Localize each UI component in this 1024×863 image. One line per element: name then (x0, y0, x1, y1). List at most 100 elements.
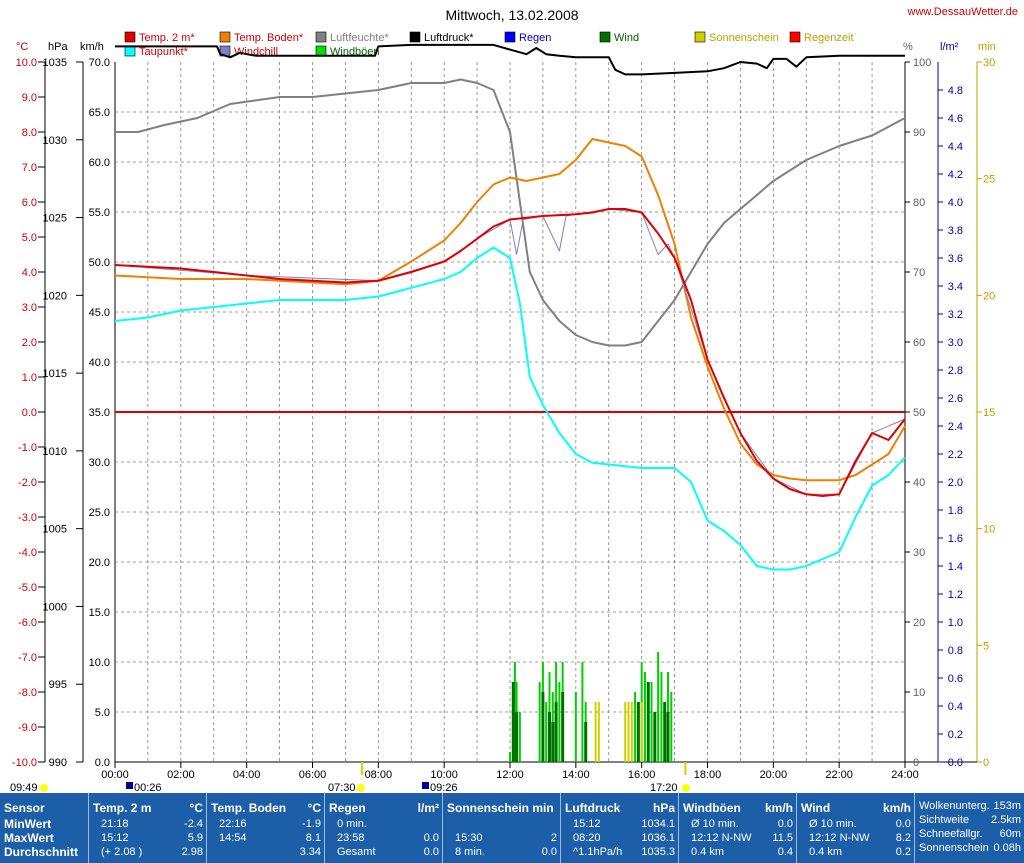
legend-label: Temp. 2 m* (139, 32, 195, 44)
rain-tick-label: 1.2 (948, 589, 963, 601)
stats-col-tempboden: Temp. Boden °C 22:16 -1.9 14:54 8.1 3.34 (206, 793, 324, 863)
stats-value: 1036.1 (641, 832, 675, 844)
wind-tick-label: 5.0 (95, 707, 110, 719)
stats-head: Wind km/h (801, 801, 911, 815)
stats-cell: Wolkenunterg. (919, 800, 990, 812)
sun-tick-label: 0 (983, 757, 989, 769)
temp-tick-label: -8.0 (18, 687, 37, 699)
stats-row: 08:20 1036.1 (565, 831, 675, 845)
moon-label: 00:26 (134, 782, 162, 793)
x-tick-label: 02:00 (167, 769, 195, 781)
stats-row: Gesamt 0.0 (329, 845, 439, 859)
weather-chart: Mittwoch, 13.02.2008 www.DessauWetter.de… (10, 6, 1018, 793)
stats-cell: 0 min. (337, 818, 367, 830)
rain-tick-label: 4.4 (948, 141, 963, 153)
stats-head: Luftdruck hPa (565, 801, 675, 815)
x-tick-label: 20:00 (760, 769, 788, 781)
stats-cell: Gesamt (337, 846, 376, 858)
stats-value: 2.98 (181, 846, 203, 858)
wind-tick-label: 15.0 (89, 607, 110, 619)
temp-tick-label: -4.0 (18, 547, 37, 559)
stats-cell: Schneefallgr. (919, 828, 983, 840)
rain-tick-label: 2.4 (948, 421, 963, 433)
stats-cell: 22:16 (219, 818, 247, 830)
hum-tick-label: 40 (913, 477, 925, 489)
stats-cell (211, 846, 219, 858)
temp-tick-label: -5.0 (18, 582, 37, 594)
stats-cell: 15:30 (455, 832, 483, 844)
stats-head: Windböen km/h (683, 801, 793, 815)
sun-tick-label: 20 (983, 290, 995, 302)
wind-tick-label: 20.0 (89, 557, 110, 569)
x-tick-label: 14:00 (562, 769, 590, 781)
stats-panel: Sensor MinWert MaxWert Durchschnitt Temp… (0, 793, 1024, 863)
stats-row: 0 min. (329, 817, 439, 831)
series-line (114, 208, 906, 497)
wind-tick-label: 45.0 (89, 307, 110, 319)
press-tick-label: 990 (49, 757, 67, 769)
stats-row: 12:12 N-NW 11.5 (683, 831, 793, 845)
hum-tick-label: 80 (913, 197, 925, 209)
press-tick-label: 995 (49, 679, 67, 691)
temp-tick-label: 2.0 (22, 337, 37, 349)
stats-value: 8.1 (305, 832, 321, 844)
sun-markers: 07:30 17:20 09:49 00:26 09:26 (10, 762, 690, 793)
legend-swatch (789, 31, 801, 43)
wind-tick-label: 70.0 (89, 57, 110, 69)
stats-row: Ø 10 min. 0.0 (683, 817, 793, 831)
stats-row: Schneefallgr. 60m (919, 827, 1021, 841)
rain-tick-label: 0.6 (948, 673, 963, 685)
stats-cell (447, 818, 455, 830)
x-tick-label: 10:00 (430, 769, 458, 781)
legend-label: Regenzeit (804, 32, 854, 44)
hum-tick-label: 50 (913, 407, 925, 419)
stats-value: 0.2 (895, 846, 911, 858)
sun-unit: min (978, 41, 996, 53)
sun-icon (40, 784, 48, 792)
rain-tick-label: 0.0 (948, 757, 963, 769)
x-tick-label: 12:00 (496, 769, 524, 781)
stats-row: 21:18 -2.4 (93, 817, 203, 831)
stats-cell: Sonnenschein (919, 842, 989, 854)
stats-head: Regen l/m² (329, 801, 439, 815)
stats-col-druck: Luftdruck hPa 15:12 1034.1 08:20 1036.1 ^1.1hP… (560, 793, 678, 863)
legend-swatch (124, 31, 136, 43)
temp-tick-label: 5.0 (22, 232, 37, 244)
sun-icon (682, 784, 690, 792)
stats-row: 22:16 -1.9 (211, 817, 321, 831)
stats-cell: 12:12 N-NW (809, 832, 870, 844)
stats-row: 15:12 5.9 (93, 831, 203, 845)
sunset-label: 17:20 (650, 782, 678, 793)
stats-cell: 23:58 (337, 832, 365, 844)
bars (509, 652, 673, 762)
stats-cell: (+ 2.08 ) (101, 846, 143, 858)
x-tick-label: 06:00 (299, 769, 327, 781)
temp-tick-label: 6.0 (22, 197, 37, 209)
wind-unit: km/h (80, 41, 104, 53)
stats-unit: km/h (764, 801, 793, 815)
press-tick-label: 1030 (43, 135, 67, 147)
legend-swatch (599, 31, 611, 43)
stats-unit: °C (307, 801, 321, 815)
stats-value: -1.9 (302, 818, 321, 830)
legend-swatch (409, 31, 421, 43)
rain-tick-label: 2.8 (948, 365, 963, 377)
rain-tick-label: 1.8 (948, 505, 963, 517)
site-link[interactable]: www.DessauWetter.de (907, 6, 1018, 18)
stats-cell: 08:20 (573, 832, 601, 844)
x-tick-label: 04:00 (233, 769, 261, 781)
press-tick-label: 1035 (43, 57, 67, 69)
axes: 10.0 9.0 8.0 7.0 6.0 5.0 4.0 3.0 2.0 1.0 0.0 -1.0 -2… (12, 57, 995, 781)
stats-row: (+ 2.08 ) 2.98 (93, 845, 203, 859)
x-tick-label: 24:00 (891, 769, 919, 781)
legend-swatch (504, 31, 516, 43)
series-line (115, 43, 905, 76)
wind-tick-label: 10.0 (89, 657, 110, 669)
stats-value: 60m (999, 828, 1021, 840)
axis-unit-labels: °C hPa km/h % l/m² min (16, 41, 996, 53)
rain-tick-label: 0.8 (948, 645, 963, 657)
hum-tick-label: 60 (913, 337, 925, 349)
stats-cell: Ø 10 min. (691, 818, 739, 830)
press-tick-label: 1005 (43, 524, 67, 536)
stats-value: 1035.3 (641, 846, 675, 858)
